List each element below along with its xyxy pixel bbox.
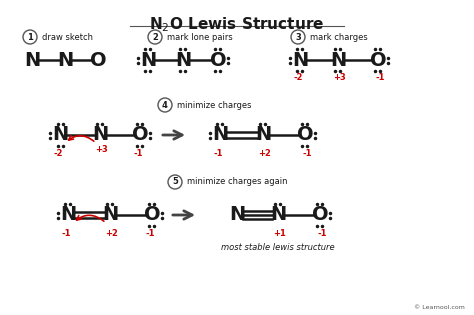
Text: N: N (229, 205, 245, 225)
Text: minimize charges again: minimize charges again (187, 177, 288, 186)
Text: -1: -1 (145, 228, 155, 238)
Text: O: O (312, 205, 328, 225)
Text: N: N (102, 205, 118, 225)
Text: +2: +2 (258, 148, 272, 158)
Text: N: N (140, 50, 156, 70)
Text: O: O (144, 205, 160, 225)
Text: 4: 4 (162, 100, 168, 110)
Text: -1: -1 (317, 228, 327, 238)
Text: +1: +1 (273, 228, 286, 238)
Text: 5: 5 (172, 177, 178, 186)
Text: +2: +2 (106, 228, 118, 238)
Text: most stable lewis structure: most stable lewis structure (221, 243, 335, 251)
Text: -2: -2 (53, 148, 63, 158)
Text: 3: 3 (295, 32, 301, 42)
Text: N$_2$O Lewis Structure: N$_2$O Lewis Structure (149, 15, 325, 34)
Text: mark lone pairs: mark lone pairs (167, 32, 233, 42)
Text: -1: -1 (213, 148, 223, 158)
Text: 1: 1 (27, 32, 33, 42)
Text: N: N (255, 125, 271, 145)
Text: minimize charges: minimize charges (177, 100, 252, 110)
Text: N: N (52, 125, 68, 145)
Text: O: O (297, 125, 313, 145)
Text: O: O (132, 125, 148, 145)
Text: N: N (24, 50, 40, 70)
Text: mark charges: mark charges (310, 32, 368, 42)
Text: -2: -2 (293, 73, 303, 83)
Text: N: N (212, 125, 228, 145)
Text: N: N (292, 50, 308, 70)
Text: -1: -1 (61, 228, 71, 238)
Text: +3: +3 (96, 145, 109, 153)
Text: O: O (210, 50, 226, 70)
Text: © Learnool.com: © Learnool.com (414, 305, 465, 310)
Text: O: O (90, 50, 106, 70)
Text: N: N (60, 205, 76, 225)
Text: -1: -1 (133, 148, 143, 158)
Text: O: O (370, 50, 386, 70)
Text: draw sketch: draw sketch (42, 32, 93, 42)
Text: +3: +3 (334, 73, 346, 83)
Text: N: N (330, 50, 346, 70)
Text: -1: -1 (302, 148, 312, 158)
Text: N: N (57, 50, 73, 70)
Text: N: N (92, 125, 108, 145)
Text: -1: -1 (375, 73, 385, 83)
Text: N: N (175, 50, 191, 70)
Text: 2: 2 (152, 32, 158, 42)
Text: N: N (270, 205, 286, 225)
